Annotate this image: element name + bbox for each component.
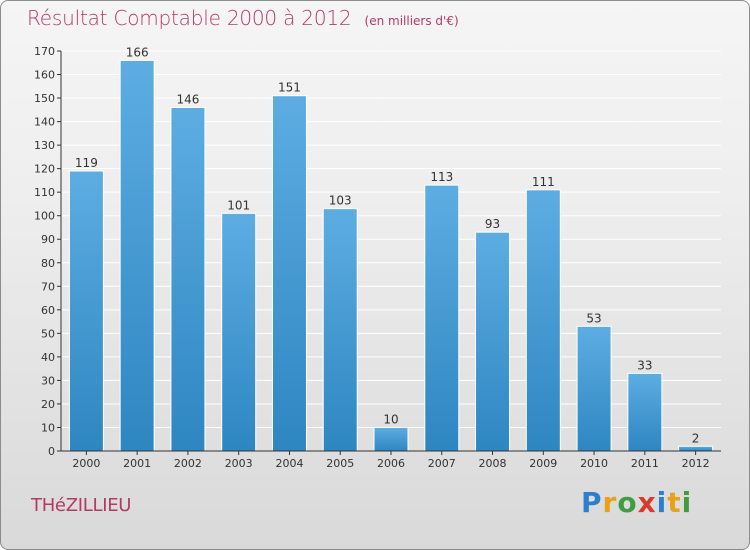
y-tick-label: 30 — [41, 374, 55, 387]
data-label: 33 — [637, 358, 652, 372]
y-tick-label: 100 — [34, 210, 55, 223]
x-tick-label: 2011 — [631, 457, 659, 470]
x-tick-label: 2003 — [225, 457, 253, 470]
bar — [271, 95, 307, 452]
bar — [322, 208, 358, 452]
y-tick-label: 40 — [41, 351, 55, 364]
y-tick-label: 90 — [41, 233, 55, 246]
logo-letter: i — [656, 486, 668, 519]
y-tick-label: 0 — [48, 445, 55, 458]
data-label: 166 — [126, 45, 149, 59]
bar — [576, 325, 612, 452]
data-label: 93 — [485, 217, 500, 231]
bar — [119, 59, 155, 452]
grid-layer — [61, 50, 721, 452]
data-label: 101 — [227, 198, 250, 212]
y-tick-label: 110 — [34, 186, 55, 199]
bar — [221, 212, 257, 452]
bar-layer: 119 166 146 101 151 103 10 113 93 111 53 33 2 — [68, 45, 714, 452]
x-tick-label: 2008 — [479, 457, 507, 470]
proxiti-logo: Proxiti — [581, 486, 692, 519]
axis-layer: 0 10 20 30 40 50 60 70 80 90 100 110 120 130 140 150 160… — [34, 45, 721, 470]
bar — [627, 372, 663, 452]
x-tick-label: 2004 — [275, 457, 303, 470]
bar — [68, 170, 104, 452]
chart-title: Résultat Comptable 2000 à 2012 — [27, 6, 352, 30]
bar — [678, 445, 714, 452]
y-tick-label: 170 — [34, 45, 55, 58]
y-tick-label: 70 — [41, 280, 55, 293]
bar — [475, 231, 511, 452]
logo-letter: o — [617, 486, 638, 519]
x-tick-label: 2010 — [580, 457, 608, 470]
y-tick-label: 160 — [34, 69, 55, 82]
data-label: 119 — [75, 156, 98, 170]
town-name: THéZILLIEU — [31, 495, 132, 516]
y-tick-label: 20 — [41, 398, 55, 411]
logo-letter: t — [667, 486, 682, 519]
y-tick-label: 130 — [34, 139, 55, 152]
x-tick-label: 2006 — [377, 457, 405, 470]
bar — [373, 426, 409, 452]
y-tick-label: 50 — [41, 327, 55, 340]
bar — [525, 189, 561, 452]
y-tick-label: 150 — [34, 92, 55, 105]
y-tick-label: 140 — [34, 116, 55, 129]
data-label: 10 — [383, 412, 398, 426]
x-tick-label: 2002 — [174, 457, 202, 470]
y-tick-label: 80 — [41, 257, 55, 270]
logo-letter: r — [602, 486, 618, 519]
x-tick-label: 2007 — [428, 457, 456, 470]
y-tick-label: 60 — [41, 304, 55, 317]
data-label: 2 — [692, 431, 700, 445]
y-tick-label: 10 — [41, 421, 55, 434]
data-label: 53 — [586, 311, 601, 325]
data-label: 111 — [532, 175, 555, 189]
logo-letter: i — [681, 486, 693, 519]
data-label: 146 — [176, 92, 199, 106]
logo-letter: x — [637, 486, 657, 519]
data-label: 151 — [278, 81, 301, 95]
x-tick-label: 2005 — [326, 457, 354, 470]
x-tick-label: 2001 — [123, 457, 151, 470]
chart-title-row: Résultat Comptable 2000 à 2012 (en milli… — [27, 6, 459, 30]
x-tick-label: 2012 — [682, 457, 710, 470]
chart-unit: (en milliers d'€) — [364, 14, 459, 28]
data-label: 113 — [430, 170, 453, 184]
y-tick-label: 120 — [34, 163, 55, 176]
logo-letter: P — [581, 486, 603, 519]
bar — [424, 184, 460, 452]
x-tick-label: 2000 — [72, 457, 100, 470]
data-label: 103 — [329, 194, 352, 208]
bar — [170, 106, 206, 452]
x-tick-label: 2009 — [529, 457, 557, 470]
